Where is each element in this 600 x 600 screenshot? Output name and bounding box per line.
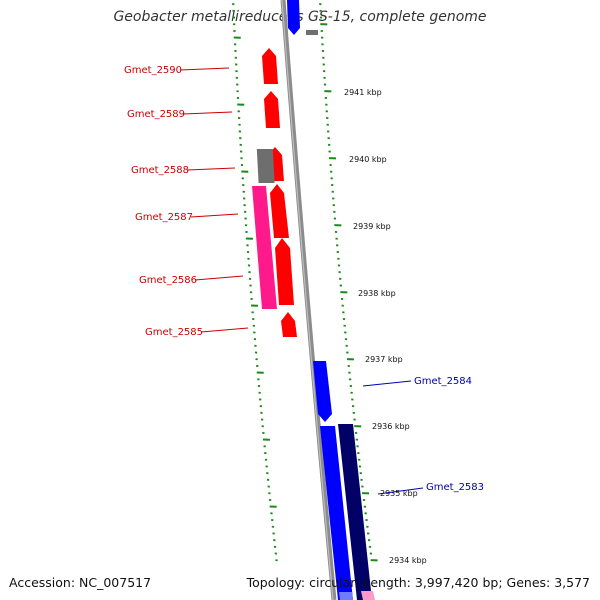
svg-text:Gmet_2585: Gmet_2585 xyxy=(145,327,203,338)
genome-backbone xyxy=(280,0,337,600)
scale-label: 2935 kbp xyxy=(380,489,418,498)
inner-tick-track xyxy=(232,3,278,562)
svg-text:Gmet_2583: Gmet_2583 xyxy=(426,482,484,493)
svg-text:Gmet_2587: Gmet_2587 xyxy=(135,212,193,223)
gene-arrow-gmet-2589[interactable] xyxy=(264,91,280,128)
feature-block-gmet-2587[interactable] xyxy=(252,186,277,309)
feature-block-gmet-2588[interactable] xyxy=(256,149,275,183)
gene-arrow-gmet-2590[interactable] xyxy=(262,48,278,84)
gene-label-gmet-2590[interactable]: Gmet_2590 xyxy=(124,65,230,76)
gene-label-gmet-2589[interactable]: Gmet_2589 xyxy=(127,109,233,120)
gene-arrow-top-forward[interactable] xyxy=(287,0,300,35)
gene-label-gmet-2584[interactable]: Gmet_2584 xyxy=(362,376,472,387)
svg-text:Gmet_2590: Gmet_2590 xyxy=(124,65,182,76)
scale-label: 2941 kbp xyxy=(344,88,382,97)
scale-label: 2938 kbp xyxy=(358,289,396,298)
gene-arrow-gmet-2586[interactable] xyxy=(275,238,294,305)
gene-block-gmet-2583-dark[interactable] xyxy=(338,424,372,600)
scale-label: 2939 kbp xyxy=(353,222,391,231)
feature-block-top[interactable] xyxy=(306,30,318,35)
bottom-pink-feature[interactable] xyxy=(361,591,375,600)
gene-label-gmet-2588[interactable]: Gmet_2588 xyxy=(131,165,236,176)
gene-label-gmet-2583[interactable]: Gmet_2583 xyxy=(377,482,484,495)
svg-text:Gmet_2584: Gmet_2584 xyxy=(414,376,472,387)
svg-text:Gmet_2588: Gmet_2588 xyxy=(131,165,189,176)
accession-label: Accession: NC_007517 xyxy=(9,575,152,590)
gene-arrow-gmet-2585[interactable] xyxy=(281,312,297,337)
bottom-blue-feature[interactable] xyxy=(339,592,353,600)
gene-arrow-gmet-2587[interactable] xyxy=(270,184,289,238)
map-title: Geobacter metallireducens GS-15, complet… xyxy=(113,9,487,25)
scale-label: 2936 kbp xyxy=(372,422,410,431)
svg-text:Gmet_2586: Gmet_2586 xyxy=(139,275,197,286)
gene-arrow-gmet-2583[interactable] xyxy=(320,426,353,600)
genome-stats-label: Topology: circular; Length: 3,997,420 bp… xyxy=(246,575,590,590)
gene-arrow-gmet-2584[interactable] xyxy=(313,361,332,422)
svg-text:Gmet_2589: Gmet_2589 xyxy=(127,109,185,120)
gene-label-gmet-2586[interactable]: Gmet_2586 xyxy=(139,275,244,286)
scale-label: 2934 kbp xyxy=(389,556,427,565)
outer-tick-track xyxy=(319,3,378,562)
genome-backbone-highlight xyxy=(281,0,334,600)
scale-label: 2937 kbp xyxy=(365,355,403,364)
scale-label: 2940 kbp xyxy=(349,155,387,164)
gene-label-gmet-2585[interactable]: Gmet_2585 xyxy=(145,327,249,338)
gene-label-gmet-2587[interactable]: Gmet_2587 xyxy=(135,212,239,223)
